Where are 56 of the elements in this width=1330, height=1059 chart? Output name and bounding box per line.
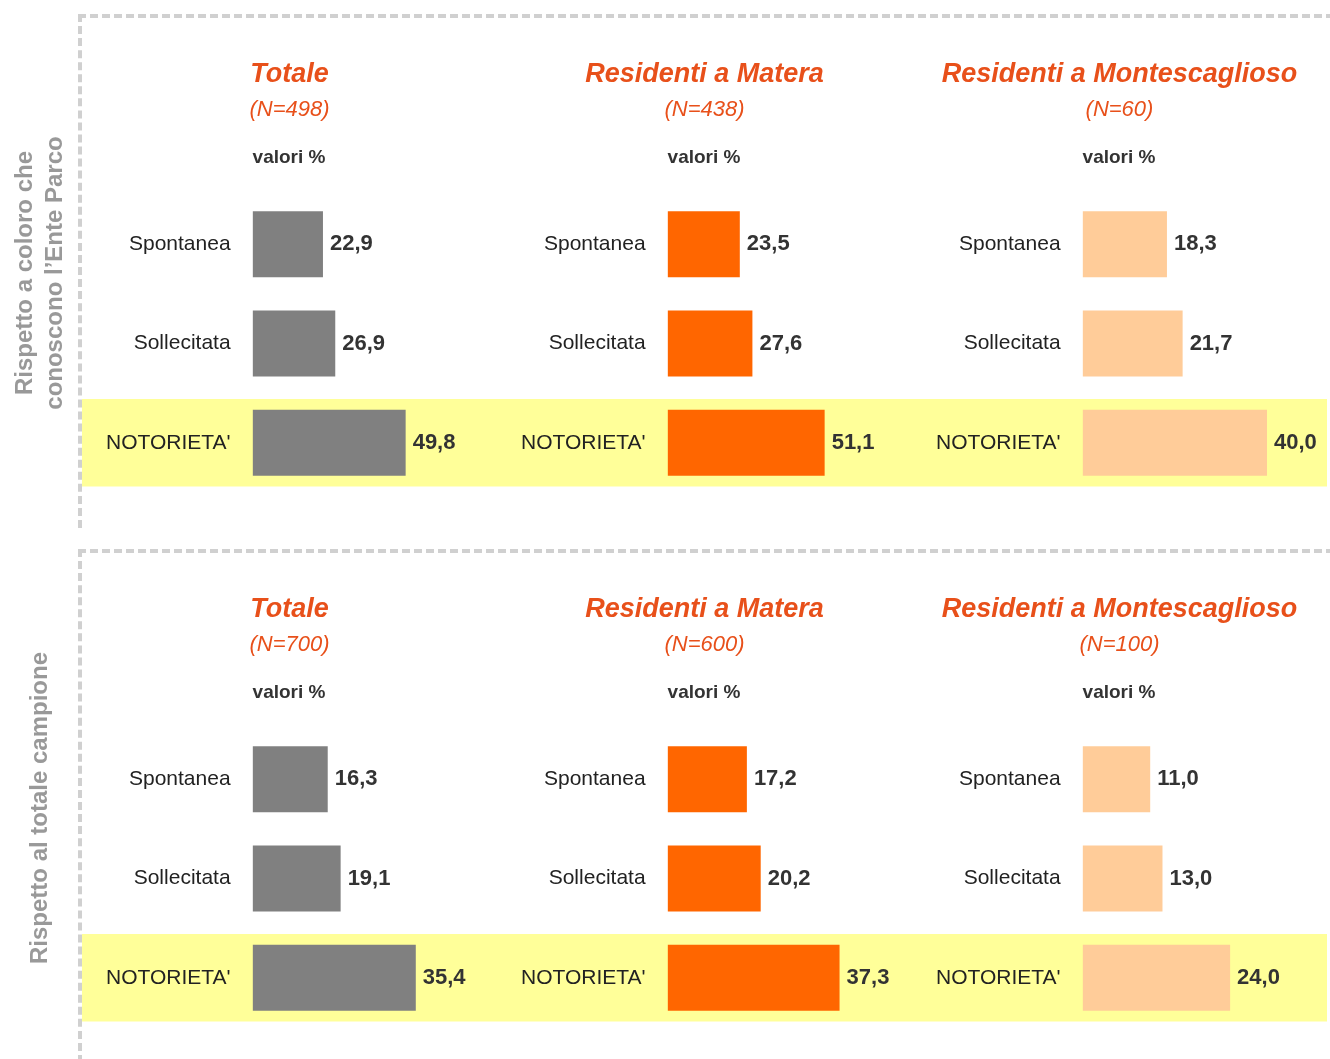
chart-title: Totale [249,593,330,624]
chart-subtitle: (N=700) [248,631,331,657]
y-tick-label: NOTORIETA' [106,429,231,453]
y-tick-label: Spontanea [958,231,1061,255]
data-label: 21,7 [1189,329,1233,355]
data-label: 35,4 [422,963,467,989]
data-label: 13,0 [1169,864,1213,890]
data-label: 18,3 [1173,230,1217,256]
y-tick-label: NOTORIETA' [936,964,1061,988]
chart-subtitle: (N=438) [663,96,746,122]
text: valori % [667,146,741,168]
y-tick-label: Spontanea [128,231,231,255]
chart-title: Residenti a Montescaglioso [940,593,1299,624]
data-label: 16,3 [334,765,378,791]
data-label: 19,1 [347,864,391,890]
data-label: 22,9 [329,230,373,256]
text: valori % [667,681,741,703]
y-tick-label: Sollecitata [133,865,231,889]
y-tick-label: NOTORIETA' [936,429,1061,453]
y-tick-label: NOTORIETA' [106,964,231,988]
text: valori % [252,146,326,168]
y-tick-label: NOTORIETA' [521,964,646,988]
y-tick-label: Sollecitata [133,330,231,354]
y-tick-label: Sollecitata [963,865,1061,889]
data-label: 24,0 [1237,963,1280,989]
chart-subtitle: (N=100) [1078,631,1161,657]
y-tick-label: Spontanea [128,766,231,790]
chart-title: Totale [249,58,330,89]
data-label: 23,5 [746,230,790,256]
text: valori % [1082,146,1156,168]
chart-subtitle: (N=498) [248,96,331,122]
y-tick-label: Spontanea [543,231,646,255]
text: valori % [1082,681,1156,703]
y-tick-label: NOTORIETA' [521,429,646,453]
data-label: 40,0 [1274,428,1317,454]
data-label: 20,2 [767,864,811,890]
y-tick-label: Spontanea [958,766,1061,790]
chart-subtitle: (N=60) [1084,96,1155,122]
data-label: 27,6 [759,329,803,355]
y-tick-label: Sollecitata [963,330,1061,354]
chart-title: Residenti a Matera [584,593,825,624]
chart-subtitle: (N=600) [663,631,746,657]
data-label: 26,9 [342,329,386,355]
y-tick-label: Sollecitata [548,330,646,354]
chart-title: Residenti a Montescaglioso [940,58,1299,89]
data-label: 37,3 [846,963,890,989]
chart-title: Residenti a Matera [584,58,825,89]
data-label: 49,8 [412,428,456,454]
text: valori % [252,681,326,703]
y-tick-label: Spontanea [543,766,646,790]
y-tick-label: Sollecitata [548,865,646,889]
data-label: 51,1 [831,428,875,454]
text: Rispetto a coloro che conoscono l’Ente Parco [9,135,68,412]
data-label: 17,2 [753,765,797,791]
text: Rispetto al totale campione [24,650,53,967]
data-label: 11,0 [1157,765,1199,791]
